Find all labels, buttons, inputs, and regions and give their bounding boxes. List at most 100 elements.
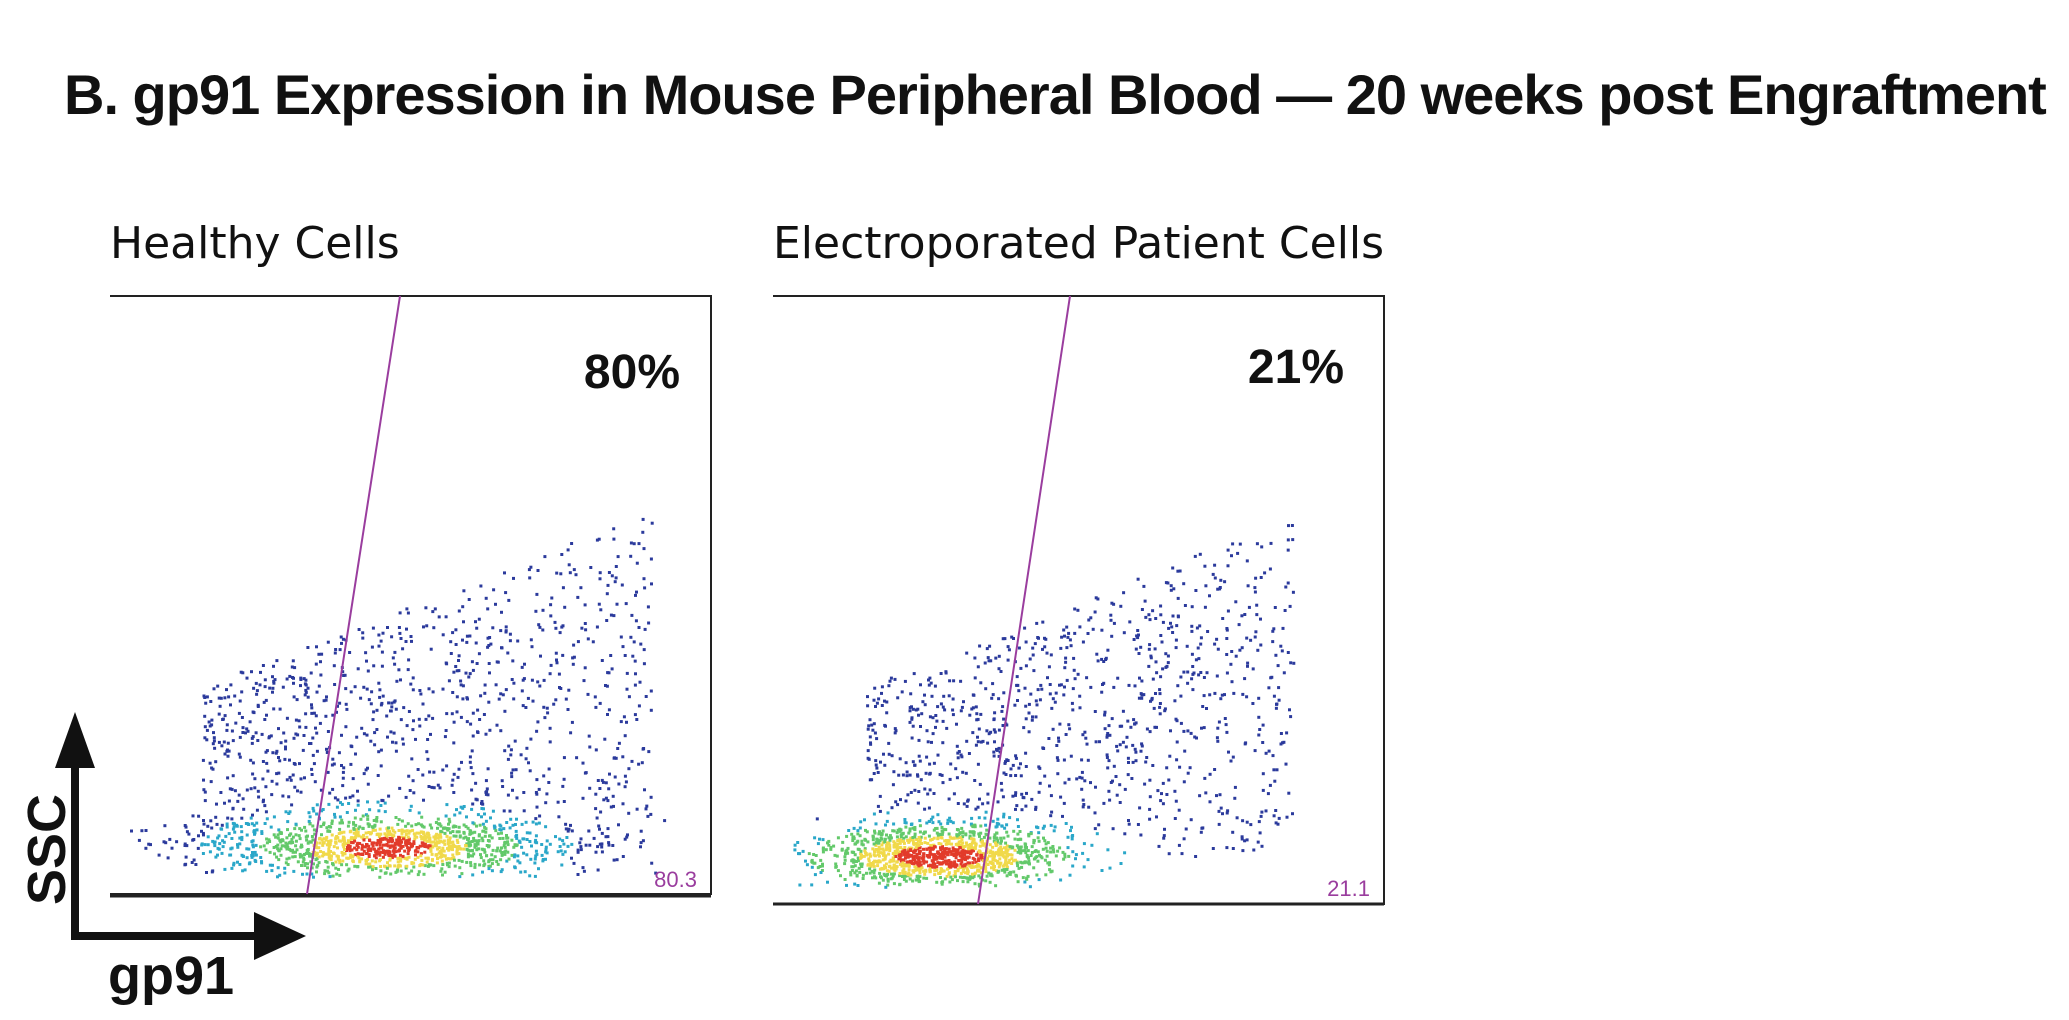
event-dot	[373, 743, 377, 747]
event-dot	[285, 836, 289, 840]
event-dot	[1002, 846, 1006, 850]
event-dot	[969, 864, 972, 868]
event-dot	[1134, 647, 1138, 651]
event-dot	[496, 846, 500, 850]
event-dot	[294, 839, 298, 843]
event-dot	[544, 857, 547, 861]
event-dot	[971, 846, 975, 850]
event-dot	[990, 696, 994, 700]
event-dot	[192, 838, 196, 841]
event-dot	[1024, 765, 1028, 768]
event-dot	[535, 852, 539, 856]
event-dot	[467, 598, 471, 601]
event-dot	[885, 711, 889, 715]
event-dot	[1230, 680, 1234, 684]
event-dot	[874, 763, 878, 767]
event-dot	[362, 772, 366, 776]
event-dot	[447, 848, 451, 852]
event-dot	[1008, 846, 1012, 850]
event-dot	[309, 742, 313, 745]
event-dot	[272, 681, 276, 685]
event-dot	[889, 836, 893, 840]
event-dot	[968, 875, 972, 879]
event-dot	[412, 832, 416, 836]
event-dot	[312, 862, 315, 866]
event-dot	[978, 644, 982, 648]
event-dot	[899, 863, 902, 866]
event-dot	[884, 854, 888, 858]
event-dot	[240, 830, 244, 834]
event-dot	[157, 853, 161, 857]
event-dot	[598, 842, 602, 846]
event-dot	[492, 588, 496, 592]
event-dot	[984, 861, 988, 865]
event-dot	[872, 812, 876, 816]
event-dot	[1024, 851, 1028, 855]
event-dot	[396, 856, 400, 860]
event-dot	[1014, 791, 1018, 795]
event-dot	[440, 859, 444, 863]
event-dot	[450, 845, 454, 849]
event-dot	[435, 853, 439, 857]
event-dot	[443, 831, 447, 835]
event-dot	[1093, 827, 1097, 831]
event-dot	[312, 828, 316, 832]
event-dot	[1286, 651, 1290, 654]
event-dot	[893, 677, 897, 681]
event-dot	[856, 832, 860, 836]
event-dot	[393, 650, 397, 654]
event-dot	[442, 839, 446, 843]
event-dot	[1072, 668, 1076, 672]
event-dot	[272, 833, 276, 837]
event-dot	[366, 814, 370, 818]
event-dot	[1019, 762, 1022, 766]
event-dot	[985, 858, 989, 862]
event-dot	[388, 850, 392, 854]
event-dot	[581, 866, 585, 870]
event-dot	[422, 825, 426, 829]
event-dot	[325, 695, 328, 699]
event-dot	[294, 718, 298, 722]
event-dot	[1083, 779, 1087, 783]
event-dot	[888, 844, 892, 848]
event-dot	[1216, 587, 1220, 591]
event-dot	[278, 873, 282, 877]
event-dot	[421, 842, 425, 846]
event-dot	[230, 866, 234, 870]
event-dot	[454, 643, 458, 646]
event-dot	[479, 694, 483, 698]
event-dot	[414, 823, 418, 827]
event-dot	[928, 715, 932, 719]
event-dot	[538, 684, 542, 688]
event-dot	[354, 823, 358, 827]
event-dot	[594, 705, 598, 709]
event-dot	[1143, 782, 1147, 786]
event-dot	[451, 825, 455, 829]
event-dot	[1045, 849, 1049, 853]
event-dot	[1104, 656, 1108, 660]
event-dot	[500, 646, 504, 650]
event-dot	[495, 723, 499, 727]
event-dot	[443, 826, 447, 830]
event-dot	[231, 739, 235, 743]
event-dot	[245, 856, 249, 860]
event-dot	[929, 864, 933, 868]
event-dot	[227, 832, 231, 836]
event-dot	[873, 875, 876, 879]
event-dot	[251, 761, 255, 765]
event-dot	[296, 860, 300, 864]
event-dot	[607, 787, 611, 791]
event-dot	[506, 840, 510, 844]
event-dot	[443, 870, 447, 874]
event-dot	[914, 878, 918, 882]
event-dot	[1289, 715, 1293, 719]
event-dot	[328, 875, 332, 879]
event-dot	[460, 859, 464, 863]
event-dot	[251, 845, 255, 849]
event-dot	[407, 831, 411, 835]
event-dot	[895, 849, 899, 853]
event-dot	[1017, 866, 1021, 870]
event-dot	[255, 692, 259, 696]
event-dot	[994, 859, 998, 863]
event-dot	[1032, 839, 1036, 843]
